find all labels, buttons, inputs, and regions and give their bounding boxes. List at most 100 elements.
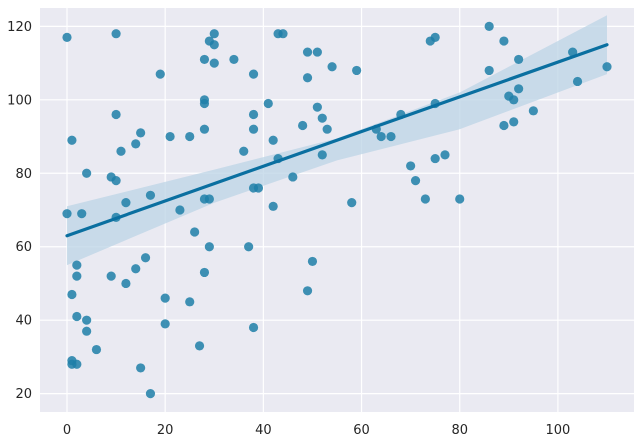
data-point xyxy=(67,135,77,145)
data-point xyxy=(239,146,249,156)
data-point xyxy=(136,128,146,138)
data-point xyxy=(116,146,126,156)
data-point xyxy=(131,264,141,274)
data-point xyxy=(145,190,156,200)
data-point xyxy=(229,54,239,65)
data-point xyxy=(572,76,583,87)
data-point xyxy=(91,344,102,355)
data-point xyxy=(499,36,509,46)
data-point xyxy=(499,120,509,131)
data-point xyxy=(302,47,313,57)
data-point xyxy=(430,32,440,42)
data-point xyxy=(82,315,92,325)
data-point xyxy=(185,131,195,142)
data-point xyxy=(72,311,82,322)
data-point xyxy=(185,297,195,307)
regression-line-layer xyxy=(65,43,609,238)
data-point xyxy=(111,176,121,186)
data-point xyxy=(288,172,298,182)
data-point xyxy=(106,271,116,281)
x-tick-label: 40 xyxy=(255,423,272,438)
data-point xyxy=(62,32,72,42)
data-point xyxy=(244,242,254,252)
data-point xyxy=(376,131,386,142)
data-point xyxy=(528,106,538,116)
data-point xyxy=(155,69,165,79)
y-tick-label: 60 xyxy=(15,240,32,255)
data-point xyxy=(440,150,450,160)
data-point xyxy=(514,54,524,65)
data-point xyxy=(253,183,264,193)
y-tick-label: 40 xyxy=(15,314,32,329)
data-point xyxy=(111,29,121,39)
data-point xyxy=(199,124,210,134)
data-point xyxy=(72,260,82,270)
data-point xyxy=(322,124,332,134)
data-point xyxy=(509,95,519,105)
x-tick-label: 80 xyxy=(451,423,468,438)
data-point xyxy=(268,135,278,145)
data-point xyxy=(72,271,82,281)
data-point xyxy=(455,194,465,204)
data-point xyxy=(111,109,121,120)
data-point xyxy=(175,205,185,215)
data-point xyxy=(199,54,210,65)
y-axis-ticks: 20 40 60 80 100 120 xyxy=(7,20,32,402)
x-tick-label: 0 xyxy=(63,423,71,438)
data-point xyxy=(160,319,170,329)
data-point xyxy=(248,69,259,79)
y-tick-label: 80 xyxy=(15,167,32,182)
data-point xyxy=(248,109,259,120)
data-point xyxy=(248,322,259,333)
data-point xyxy=(298,120,308,131)
data-point xyxy=(199,267,210,278)
data-point xyxy=(82,168,92,178)
data-point xyxy=(312,47,322,57)
data-point xyxy=(121,198,131,208)
data-point xyxy=(602,62,612,72)
data-point xyxy=(204,194,214,204)
data-point xyxy=(72,359,82,369)
data-point xyxy=(194,341,205,351)
x-tick-label: 60 xyxy=(353,423,370,438)
x-axis-ticks: 0 20 40 60 80 100 xyxy=(63,423,570,438)
data-point xyxy=(160,293,170,303)
data-point xyxy=(514,84,524,94)
data-point xyxy=(406,161,416,171)
data-point xyxy=(165,131,175,142)
data-point xyxy=(312,102,322,112)
data-point xyxy=(67,289,77,300)
data-point xyxy=(190,227,200,237)
x-tick-label: 100 xyxy=(545,423,570,438)
data-point xyxy=(248,124,259,134)
y-tick-label: 100 xyxy=(7,93,32,108)
data-point xyxy=(307,256,318,267)
data-point xyxy=(82,326,92,336)
data-point xyxy=(204,242,214,252)
data-point xyxy=(352,65,362,76)
data-point xyxy=(131,139,141,149)
data-point xyxy=(209,29,219,39)
data-point xyxy=(509,117,519,127)
data-point xyxy=(278,29,288,39)
regression-line xyxy=(65,43,609,238)
data-point xyxy=(77,209,87,219)
data-point xyxy=(209,40,219,50)
data-point xyxy=(420,194,430,204)
data-point xyxy=(302,286,313,296)
data-point xyxy=(484,21,494,31)
data-point xyxy=(62,209,72,219)
data-point xyxy=(317,150,327,160)
data-point xyxy=(209,58,219,68)
data-point xyxy=(140,253,151,263)
data-point xyxy=(145,389,156,399)
data-point xyxy=(263,98,273,109)
data-point xyxy=(317,113,327,123)
data-point xyxy=(347,198,357,208)
data-point xyxy=(302,73,313,83)
data-point xyxy=(136,363,146,373)
data-point xyxy=(484,65,494,76)
data-point xyxy=(430,153,440,164)
data-point xyxy=(199,98,210,109)
